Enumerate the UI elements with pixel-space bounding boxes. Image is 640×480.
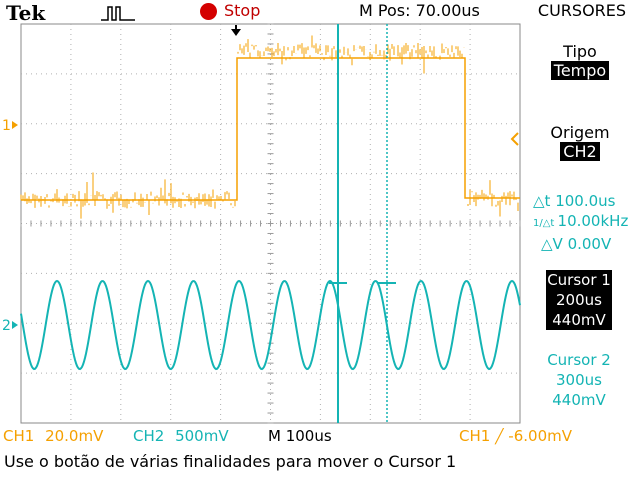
graticule (20, 23, 521, 424)
type-option[interactable]: Tipo Tempo (524, 42, 636, 80)
frequency-value: 10.00kHz (557, 212, 629, 230)
brand-logo: Tek (6, 1, 46, 25)
run-state: Stop (224, 1, 261, 20)
ch2-status: CH2 500mV (133, 427, 229, 445)
type-label: Tipo (563, 42, 597, 61)
ch1-scale: 20.0mV (45, 427, 104, 445)
ch1-label: CH1 (3, 427, 35, 445)
menu-title: CURSORES (537, 1, 627, 20)
cursor1-label: Cursor 1 (547, 271, 611, 289)
trigger-position-icon (231, 29, 241, 36)
source-option[interactable]: Origem CH2 (524, 123, 636, 161)
delta-icon: △t (533, 192, 556, 210)
ch1-noise (20, 35, 519, 219)
ch1-ground-icon (12, 121, 18, 129)
stop-indicator-icon (200, 3, 217, 20)
help-message: Use o botão de várias finalidades para m… (4, 452, 457, 471)
rising-edge-icon: ╱ (495, 429, 504, 445)
trigger-status: CH1 ╱ -6.00mV (459, 427, 572, 445)
delta-v-readout: △V 0.00V (533, 234, 638, 254)
one-over-delta-t-icon: 1/△t (533, 218, 558, 229)
frequency-readout: 1/△t 10.00kHz (533, 211, 638, 234)
ch2-ground-icon (12, 321, 18, 329)
cursor2-label: Cursor 2 (547, 351, 611, 369)
delta-t-value: 100.0us (555, 192, 616, 210)
cursor1-time: 200us (556, 291, 602, 309)
delta-t-readout: △t 100.0us (533, 191, 638, 211)
ch1-marker: 1 (2, 118, 11, 134)
cursor1-option[interactable]: Cursor 1 200us 440mV (546, 270, 612, 330)
cursor2-option[interactable]: Cursor 2 300us 440mV (536, 350, 622, 410)
delta-icon: △V (541, 235, 568, 253)
ch1-status: CH1 20.0mV (3, 427, 103, 445)
pulse-icon (101, 6, 135, 21)
ch2-label: CH2 (133, 427, 165, 445)
type-value: Tempo (550, 61, 610, 80)
trigger-source: CH1 (459, 427, 491, 445)
timebase: M 100us (268, 427, 332, 445)
ch2-scale: 500mV (175, 427, 229, 445)
ch2-marker: 2 (2, 318, 11, 334)
cursor2-voltage: 440mV (552, 391, 606, 409)
cursor-readouts: △t 100.0us 1/△t 10.00kHz △V 0.00V (533, 191, 638, 254)
top-status-bar: Tek Stop M Pos: 70.00us CURSORES (0, 0, 640, 25)
trigger-level-icon (510, 132, 519, 146)
source-value: CH2 (560, 142, 600, 161)
horizontal-position: M Pos: 70.00us (359, 1, 480, 20)
trigger-level: -6.00mV (508, 427, 572, 445)
delta-v-value: 0.00V (567, 235, 612, 253)
ch2-waveform (20, 279, 521, 371)
source-label: Origem (550, 123, 610, 142)
cursor1-voltage: 440mV (552, 311, 606, 329)
cursor2-time: 300us (556, 371, 602, 389)
